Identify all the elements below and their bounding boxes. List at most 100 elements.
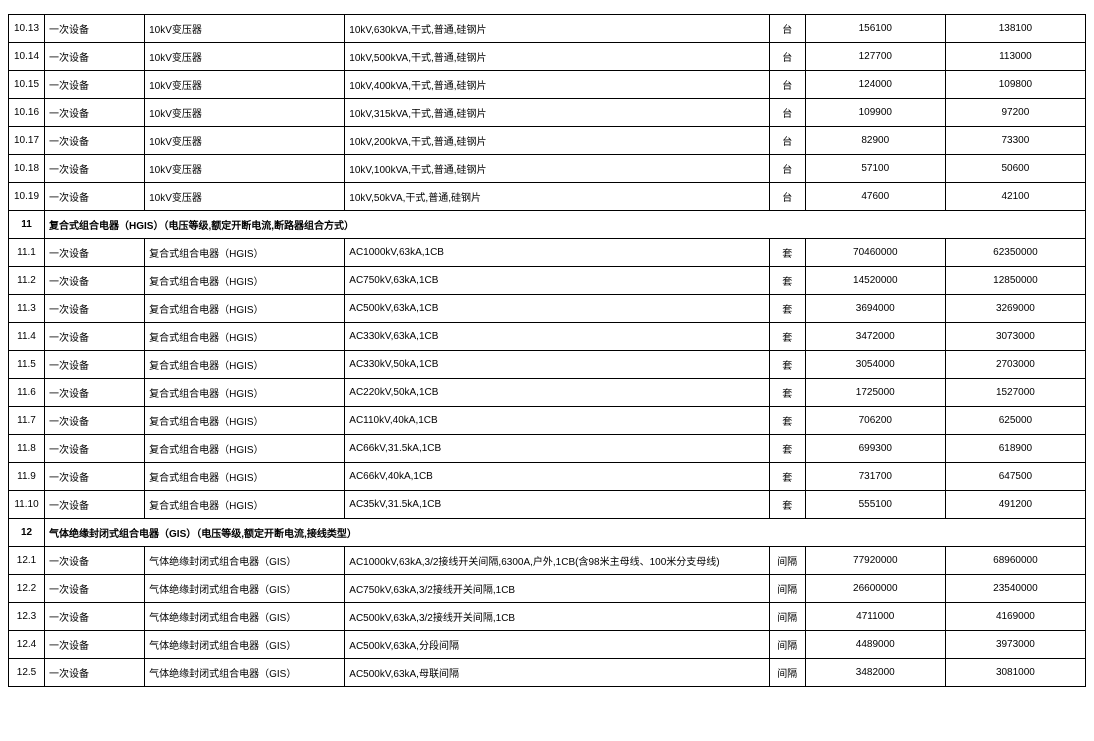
row-index: 11.3 bbox=[9, 295, 45, 323]
row-unit: 台 bbox=[769, 183, 805, 211]
row-category: 一次设备 bbox=[45, 379, 145, 407]
row-category: 一次设备 bbox=[45, 547, 145, 575]
row-index: 12.1 bbox=[9, 547, 45, 575]
row-unit: 套 bbox=[769, 463, 805, 491]
table-row: 12.5一次设备气体绝缘封闭式组合电器（GIS）AC500kV,63kA,母联间… bbox=[9, 659, 1086, 687]
row-name: 10kV变压器 bbox=[145, 99, 345, 127]
row-name: 复合式组合电器（HGIS） bbox=[145, 323, 345, 351]
row-price-2: 68960000 bbox=[945, 547, 1085, 575]
table-row: 10.16一次设备10kV变压器10kV,315kVA,干式,普通,硅钢片台10… bbox=[9, 99, 1086, 127]
row-name: 气体绝缘封闭式组合电器（GIS） bbox=[145, 631, 345, 659]
row-category: 一次设备 bbox=[45, 435, 145, 463]
row-category: 一次设备 bbox=[45, 99, 145, 127]
row-price-2: 42100 bbox=[945, 183, 1085, 211]
table-row: 10.15一次设备10kV变压器10kV,400kVA,干式,普通,硅钢片台12… bbox=[9, 71, 1086, 99]
row-unit: 台 bbox=[769, 127, 805, 155]
row-price-1: 124000 bbox=[805, 71, 945, 99]
row-name: 复合式组合电器（HGIS） bbox=[145, 239, 345, 267]
row-spec: AC110kV,40kA,1CB bbox=[345, 407, 769, 435]
row-name: 10kV变压器 bbox=[145, 71, 345, 99]
row-spec: AC330kV,63kA,1CB bbox=[345, 323, 769, 351]
row-price-2: 113000 bbox=[945, 43, 1085, 71]
row-name: 10kV变压器 bbox=[145, 43, 345, 71]
row-spec: AC750kV,63kA,3/2接线开关间隔,1CB bbox=[345, 575, 769, 603]
row-index: 12.5 bbox=[9, 659, 45, 687]
row-price-2: 491200 bbox=[945, 491, 1085, 519]
row-spec: AC330kV,50kA,1CB bbox=[345, 351, 769, 379]
row-unit: 套 bbox=[769, 491, 805, 519]
row-name: 气体绝缘封闭式组合电器（GIS） bbox=[145, 659, 345, 687]
row-unit: 间隔 bbox=[769, 603, 805, 631]
row-category: 一次设备 bbox=[45, 659, 145, 687]
row-spec: 10kV,400kVA,干式,普通,硅钢片 bbox=[345, 71, 769, 99]
row-price-2: 50600 bbox=[945, 155, 1085, 183]
row-category: 一次设备 bbox=[45, 155, 145, 183]
row-price-1: 4489000 bbox=[805, 631, 945, 659]
table-row: 12.3一次设备气体绝缘封闭式组合电器（GIS）AC500kV,63kA,3/2… bbox=[9, 603, 1086, 631]
table-row: 10.13一次设备10kV变压器10kV,630kVA,干式,普通,硅钢片台15… bbox=[9, 15, 1086, 43]
row-index: 11.10 bbox=[9, 491, 45, 519]
row-price-1: 731700 bbox=[805, 463, 945, 491]
row-category: 一次设备 bbox=[45, 323, 145, 351]
row-price-2: 3973000 bbox=[945, 631, 1085, 659]
row-category: 一次设备 bbox=[45, 295, 145, 323]
row-unit: 台 bbox=[769, 15, 805, 43]
table-row: 11.5一次设备复合式组合电器（HGIS）AC330kV,50kA,1CB套30… bbox=[9, 351, 1086, 379]
row-spec: AC1000kV,63kA,3/2接线开关间隔,6300A,户外,1CB(含98… bbox=[345, 547, 769, 575]
row-name: 复合式组合电器（HGIS） bbox=[145, 379, 345, 407]
row-index: 11.6 bbox=[9, 379, 45, 407]
row-name: 复合式组合电器（HGIS） bbox=[145, 295, 345, 323]
row-index: 11.7 bbox=[9, 407, 45, 435]
row-price-2: 3081000 bbox=[945, 659, 1085, 687]
row-category: 一次设备 bbox=[45, 575, 145, 603]
row-spec: AC66kV,40kA,1CB bbox=[345, 463, 769, 491]
row-price-1: 4711000 bbox=[805, 603, 945, 631]
row-index: 10.16 bbox=[9, 99, 45, 127]
row-name: 复合式组合电器（HGIS） bbox=[145, 267, 345, 295]
row-category: 一次设备 bbox=[45, 239, 145, 267]
row-price-1: 1725000 bbox=[805, 379, 945, 407]
row-price-1: 156100 bbox=[805, 15, 945, 43]
row-name: 10kV变压器 bbox=[145, 155, 345, 183]
row-spec: AC35kV,31.5kA,1CB bbox=[345, 491, 769, 519]
row-price-1: 3054000 bbox=[805, 351, 945, 379]
row-spec: 10kV,200kVA,干式,普通,硅钢片 bbox=[345, 127, 769, 155]
row-spec: AC1000kV,63kA,1CB bbox=[345, 239, 769, 267]
row-name: 复合式组合电器（HGIS） bbox=[145, 491, 345, 519]
table-row: 11.10一次设备复合式组合电器（HGIS）AC35kV,31.5kA,1CB套… bbox=[9, 491, 1086, 519]
row-name: 复合式组合电器（HGIS） bbox=[145, 351, 345, 379]
row-price-2: 4169000 bbox=[945, 603, 1085, 631]
row-price-1: 47600 bbox=[805, 183, 945, 211]
table-row: 11复合式组合电器（HGIS）（电压等级,额定开断电流,断路器组合方式） bbox=[9, 211, 1086, 239]
row-unit: 套 bbox=[769, 435, 805, 463]
row-spec: AC220kV,50kA,1CB bbox=[345, 379, 769, 407]
row-spec: 10kV,630kVA,干式,普通,硅钢片 bbox=[345, 15, 769, 43]
row-name: 10kV变压器 bbox=[145, 127, 345, 155]
row-category: 一次设备 bbox=[45, 631, 145, 659]
row-category: 一次设备 bbox=[45, 351, 145, 379]
row-category: 一次设备 bbox=[45, 183, 145, 211]
row-price-1: 82900 bbox=[805, 127, 945, 155]
row-price-1: 555100 bbox=[805, 491, 945, 519]
row-index: 12.3 bbox=[9, 603, 45, 631]
table-row: 11.2一次设备复合式组合电器（HGIS）AC750kV,63kA,1CB套14… bbox=[9, 267, 1086, 295]
row-index: 10.19 bbox=[9, 183, 45, 211]
row-price-1: 3482000 bbox=[805, 659, 945, 687]
table-row: 11.1一次设备复合式组合电器（HGIS）AC1000kV,63kA,1CB套7… bbox=[9, 239, 1086, 267]
row-unit: 套 bbox=[769, 295, 805, 323]
table-row: 11.9一次设备复合式组合电器（HGIS）AC66kV,40kA,1CB套731… bbox=[9, 463, 1086, 491]
table-row: 10.17一次设备10kV变压器10kV,200kVA,干式,普通,硅钢片台82… bbox=[9, 127, 1086, 155]
row-unit: 间隔 bbox=[769, 659, 805, 687]
table-row: 10.14一次设备10kV变压器10kV,500kVA,干式,普通,硅钢片台12… bbox=[9, 43, 1086, 71]
row-spec: AC500kV,63kA,分段间隔 bbox=[345, 631, 769, 659]
row-index: 12.4 bbox=[9, 631, 45, 659]
row-spec: AC500kV,63kA,3/2接线开关间隔,1CB bbox=[345, 603, 769, 631]
row-category: 一次设备 bbox=[45, 15, 145, 43]
row-price-1: 26600000 bbox=[805, 575, 945, 603]
row-name: 气体绝缘封闭式组合电器（GIS） bbox=[145, 575, 345, 603]
row-price-2: 62350000 bbox=[945, 239, 1085, 267]
table-row: 11.8一次设备复合式组合电器（HGIS）AC66kV,31.5kA,1CB套6… bbox=[9, 435, 1086, 463]
row-unit: 间隔 bbox=[769, 575, 805, 603]
section-index: 12 bbox=[9, 519, 45, 547]
row-price-2: 12850000 bbox=[945, 267, 1085, 295]
